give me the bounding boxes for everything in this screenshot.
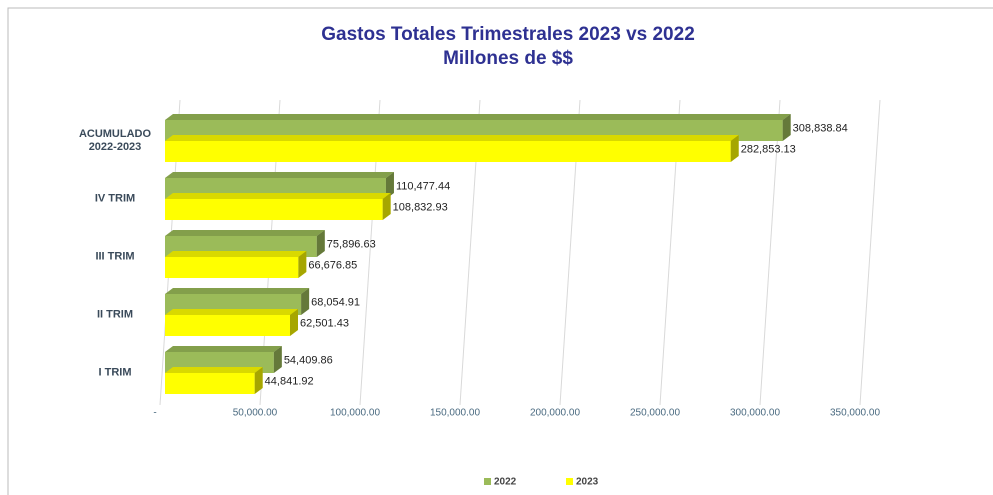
grid-line bbox=[859, 99, 881, 406]
bar-face bbox=[165, 230, 325, 236]
bar-face bbox=[316, 230, 325, 257]
bar-face bbox=[165, 114, 791, 120]
x-tick-label: 250,000.00 bbox=[630, 408, 680, 419]
bar-face bbox=[165, 367, 263, 373]
x-tick-label: 300,000.00 bbox=[730, 408, 780, 419]
bar-face bbox=[382, 193, 391, 220]
bar-face bbox=[165, 309, 299, 315]
bar-face bbox=[165, 141, 731, 162]
legend-label: 2022 bbox=[494, 477, 517, 488]
bar-face bbox=[165, 172, 394, 178]
legend-swatch bbox=[566, 478, 573, 485]
bar-face bbox=[301, 288, 310, 315]
x-tick-label: 350,000.00 bbox=[830, 408, 880, 419]
bar-face bbox=[165, 193, 391, 199]
bar-face bbox=[165, 251, 307, 257]
y-tick-label: III TRIM bbox=[95, 250, 135, 263]
bar bbox=[165, 367, 263, 394]
bar-face bbox=[290, 309, 299, 336]
bar bbox=[165, 135, 739, 162]
bar-face bbox=[254, 367, 263, 394]
data-label: 282,853.13 bbox=[741, 143, 796, 155]
chart-subtitle: Millones de $$ bbox=[443, 48, 573, 69]
x-tick-label: 200,000.00 bbox=[530, 408, 580, 419]
bar-face bbox=[273, 346, 282, 373]
data-label: 75,896.63 bbox=[327, 238, 376, 250]
data-label: 308,838.84 bbox=[793, 122, 848, 134]
bar-face bbox=[165, 251, 307, 257]
bar-face bbox=[301, 288, 310, 315]
bar-face bbox=[165, 135, 739, 141]
data-label: 44,841.92 bbox=[265, 375, 314, 387]
bar-face bbox=[385, 172, 394, 199]
bar-face bbox=[298, 251, 307, 278]
bar-face bbox=[316, 230, 325, 257]
bar-face bbox=[165, 199, 383, 220]
legend-label: 2023 bbox=[576, 477, 599, 488]
bar-face bbox=[165, 367, 263, 373]
bar-face bbox=[254, 367, 263, 394]
x-tick-label: 100,000.00 bbox=[330, 408, 380, 419]
bar bbox=[165, 251, 307, 278]
legend-swatch bbox=[484, 478, 491, 485]
grid-line bbox=[759, 99, 781, 406]
bar-face bbox=[165, 172, 394, 178]
frame bbox=[7, 7, 993, 495]
bar-face bbox=[298, 251, 307, 278]
bar bbox=[165, 193, 391, 220]
bar-face bbox=[165, 309, 299, 315]
bar-face bbox=[782, 114, 791, 141]
data-label: 54,409.86 bbox=[284, 354, 333, 366]
bar-face bbox=[165, 193, 391, 199]
bar-face bbox=[165, 135, 739, 141]
chart-title: Gastos Totales Trimestrales 2023 vs 2022 bbox=[321, 24, 695, 45]
data-label: 68,054.91 bbox=[311, 296, 360, 308]
data-label: 108,832.93 bbox=[393, 201, 448, 213]
data-label: 66,676.85 bbox=[308, 259, 357, 271]
bar-face bbox=[165, 288, 310, 294]
bar-face bbox=[165, 315, 291, 336]
x-tick-label: 150,000.00 bbox=[430, 408, 480, 419]
y-tick-label: ACUMULADO 2022-2023 bbox=[78, 128, 152, 153]
y-tick-label: II TRIM bbox=[96, 308, 134, 321]
bar-face bbox=[165, 346, 282, 352]
y-tick-label: I TRIM bbox=[98, 366, 132, 379]
y-tick-label: IV TRIM bbox=[94, 192, 136, 205]
bar bbox=[165, 309, 299, 336]
bar-face bbox=[165, 373, 255, 394]
data-label: 110,477.44 bbox=[396, 180, 450, 192]
x-tick-label: - bbox=[153, 408, 156, 419]
x-tick-label: 50,000.00 bbox=[233, 408, 278, 419]
bar-face bbox=[730, 135, 739, 162]
bar-face bbox=[782, 114, 791, 141]
bar-face bbox=[165, 257, 299, 278]
bar-face bbox=[165, 288, 310, 294]
bar-face bbox=[730, 135, 739, 162]
bar-face bbox=[290, 309, 299, 336]
bar-face bbox=[165, 114, 791, 120]
bar-face bbox=[165, 230, 325, 236]
data-label: 62,501.43 bbox=[300, 317, 349, 329]
bar-face bbox=[165, 346, 282, 352]
bar-face bbox=[382, 193, 391, 220]
bar-face bbox=[273, 346, 282, 373]
bar-face bbox=[385, 172, 394, 199]
